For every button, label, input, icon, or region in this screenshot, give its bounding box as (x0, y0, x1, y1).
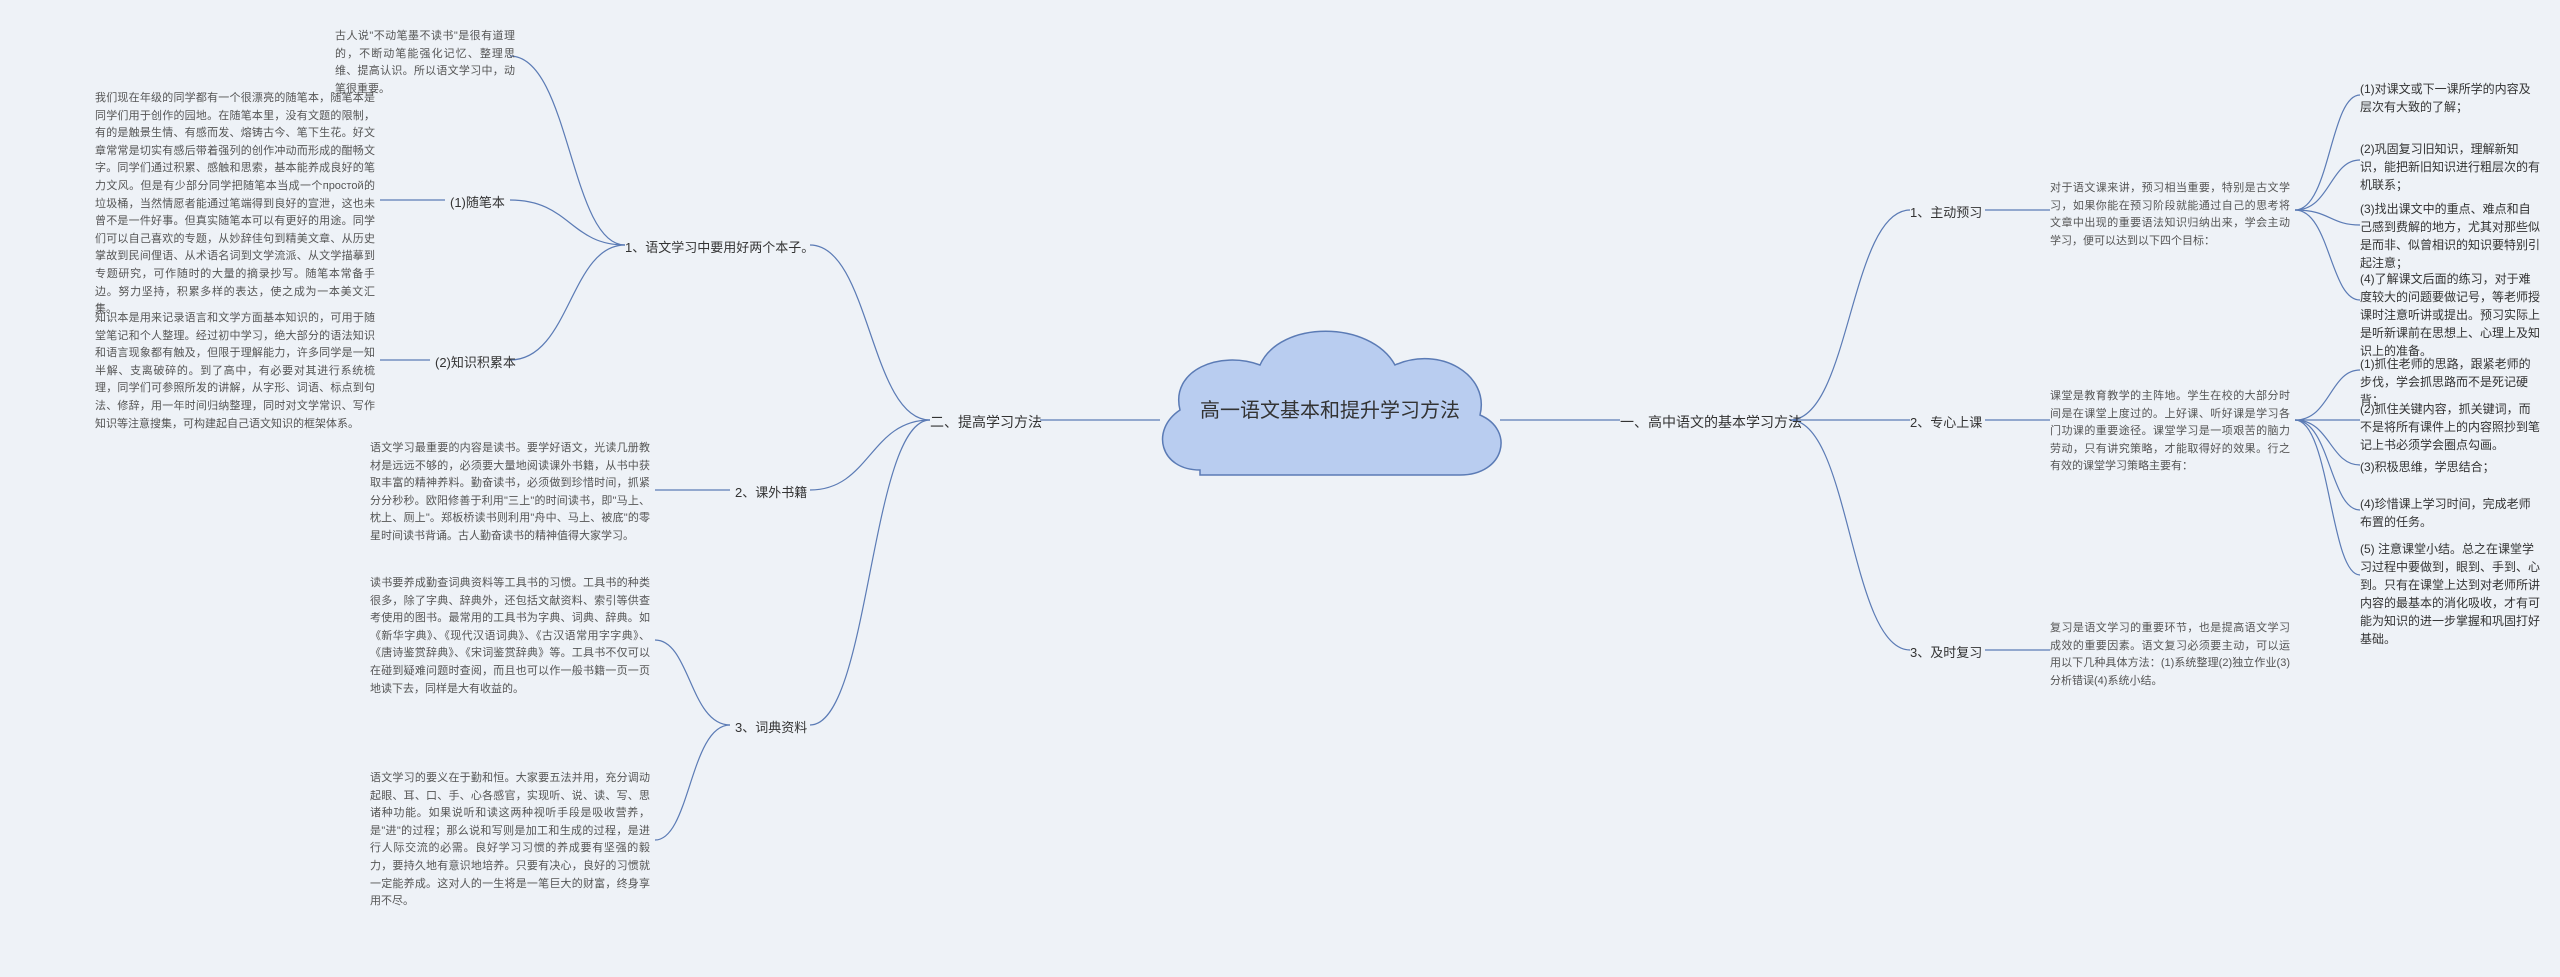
right-item-2-leaf-2: (2)抓住关键内容，抓关键词，而不是将所有课件上的内容照抄到笔记上书必须学会圈点… (2360, 400, 2540, 454)
left-item-1-sub-1-para: 我们现在年级的同学都有一个很漂亮的随笔本，随笔本是同学们用于创作的园地。在随笔本… (95, 90, 375, 319)
left-item-1-sub-1: (1)随笔本 (450, 193, 505, 213)
right-item-1-leaf-1: (1)对课文或下一课所学的内容及层次有大致的了解； (2360, 80, 2540, 116)
right-item-3: 3、及时复习 (1910, 643, 1982, 663)
right-item-1-leaf-4: (4)了解课文后面的练习，对于难度较大的问题要做记号，等老师授课时注意听讲或提出… (2360, 270, 2540, 360)
right-item-1-para: 对于语文课来讲，预习相当重要，特别是古文学习，如果你能在预习阶段就能通过自己的思… (2050, 180, 2290, 250)
left-item-3-para-2: 语文学习的要义在于勤和恒。大家要五法并用，充分调动起眼、耳、口、手、心各感官，实… (370, 770, 650, 911)
right-item-1-leaf-2: (2)巩固复习旧知识，理解新知识，能把新旧知识进行粗层次的有机联系； (2360, 140, 2540, 194)
left-item-1-top-para: 古人说"不动笔墨不读书"是很有道理的，不断动笔能强化记忆、整理思维、提高认识。所… (335, 28, 515, 98)
right-main: 一、高中语文的基本学习方法 (1620, 412, 1802, 433)
right-item-2: 2、专心上课 (1910, 413, 1982, 433)
right-item-2-leaf-5: (5) 注意课堂小结。总之在课堂学习过程中要做到，眼到、手到、心到。只有在课堂上… (2360, 540, 2540, 648)
left-item-3-para-1: 读书要养成勤查词典资料等工具书的习惯。工具书的种类很多，除了字典、辞典外，还包括… (370, 575, 650, 698)
right-item-2-para: 课堂是教育教学的主阵地。学生在校的大部分时间是在课堂上度过的。上好课、听好课是学… (2050, 388, 2290, 476)
left-item-3: 3、词典资料 (735, 718, 807, 738)
left-main: 二、提高学习方法 (930, 412, 1042, 433)
left-item-2: 2、课外书籍 (735, 483, 807, 503)
right-item-2-leaf-4: (4)珍惜课上学习时间，完成老师布置的任务。 (2360, 495, 2540, 531)
left-item-1: 1、语文学习中要用好两个本子。 (625, 238, 814, 258)
right-item-3-para: 复习是语文学习的重要环节，也是提高语文学习成效的重要因素。语文复习必须要主动，可… (2050, 620, 2290, 690)
left-item-1-sub-2: (2)知识积累本 (435, 353, 516, 373)
left-item-1-sub-2-para: 知识本是用来记录语言和文学方面基本知识的，可用于随堂笔记和个人整理。经过初中学习… (95, 310, 375, 433)
right-item-2-leaf-3: (3)积极思维，学思结合； (2360, 458, 2540, 476)
center-title: 高一语文基本和提升学习方法 (1200, 395, 1460, 427)
center-cloud (1140, 310, 1520, 550)
right-item-1: 1、主动预习 (1910, 203, 1982, 223)
left-item-2-para: 语文学习最重要的内容是读书。要学好语文，光读几册教材是远远不够的，必须要大量地阅… (370, 440, 650, 546)
right-item-1-leaf-3: (3)找出课文中的重点、难点和自己感到费解的地方，尤其对那些似是而非、似曾相识的… (2360, 200, 2540, 272)
